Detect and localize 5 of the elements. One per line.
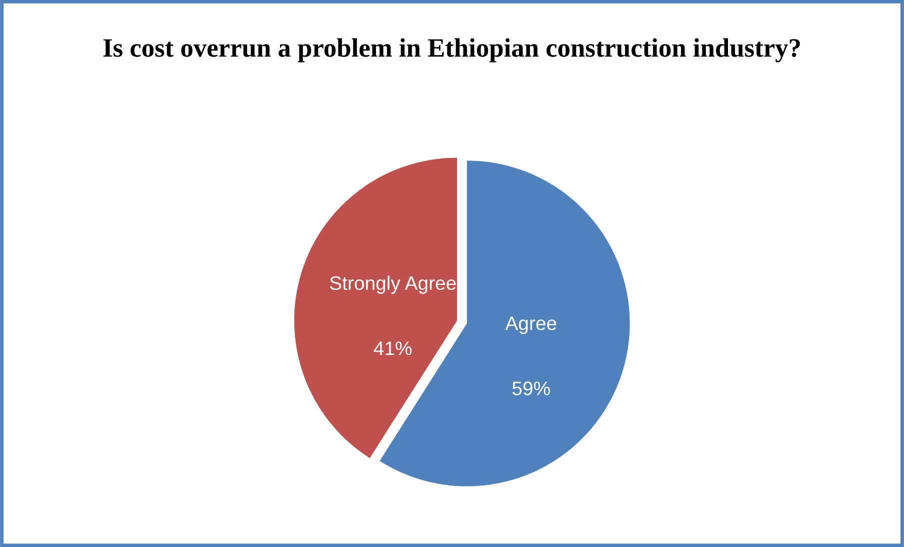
- slice-label: Agree: [505, 316, 556, 334]
- data-label: 41%: [374, 341, 412, 356]
- chart-title: Is cost overrun a problem in Ethiopian construction industry?: [103, 38, 800, 62]
- data-label: 59%: [512, 382, 550, 396]
- slice-label: Strongly Agree: [330, 276, 456, 294]
